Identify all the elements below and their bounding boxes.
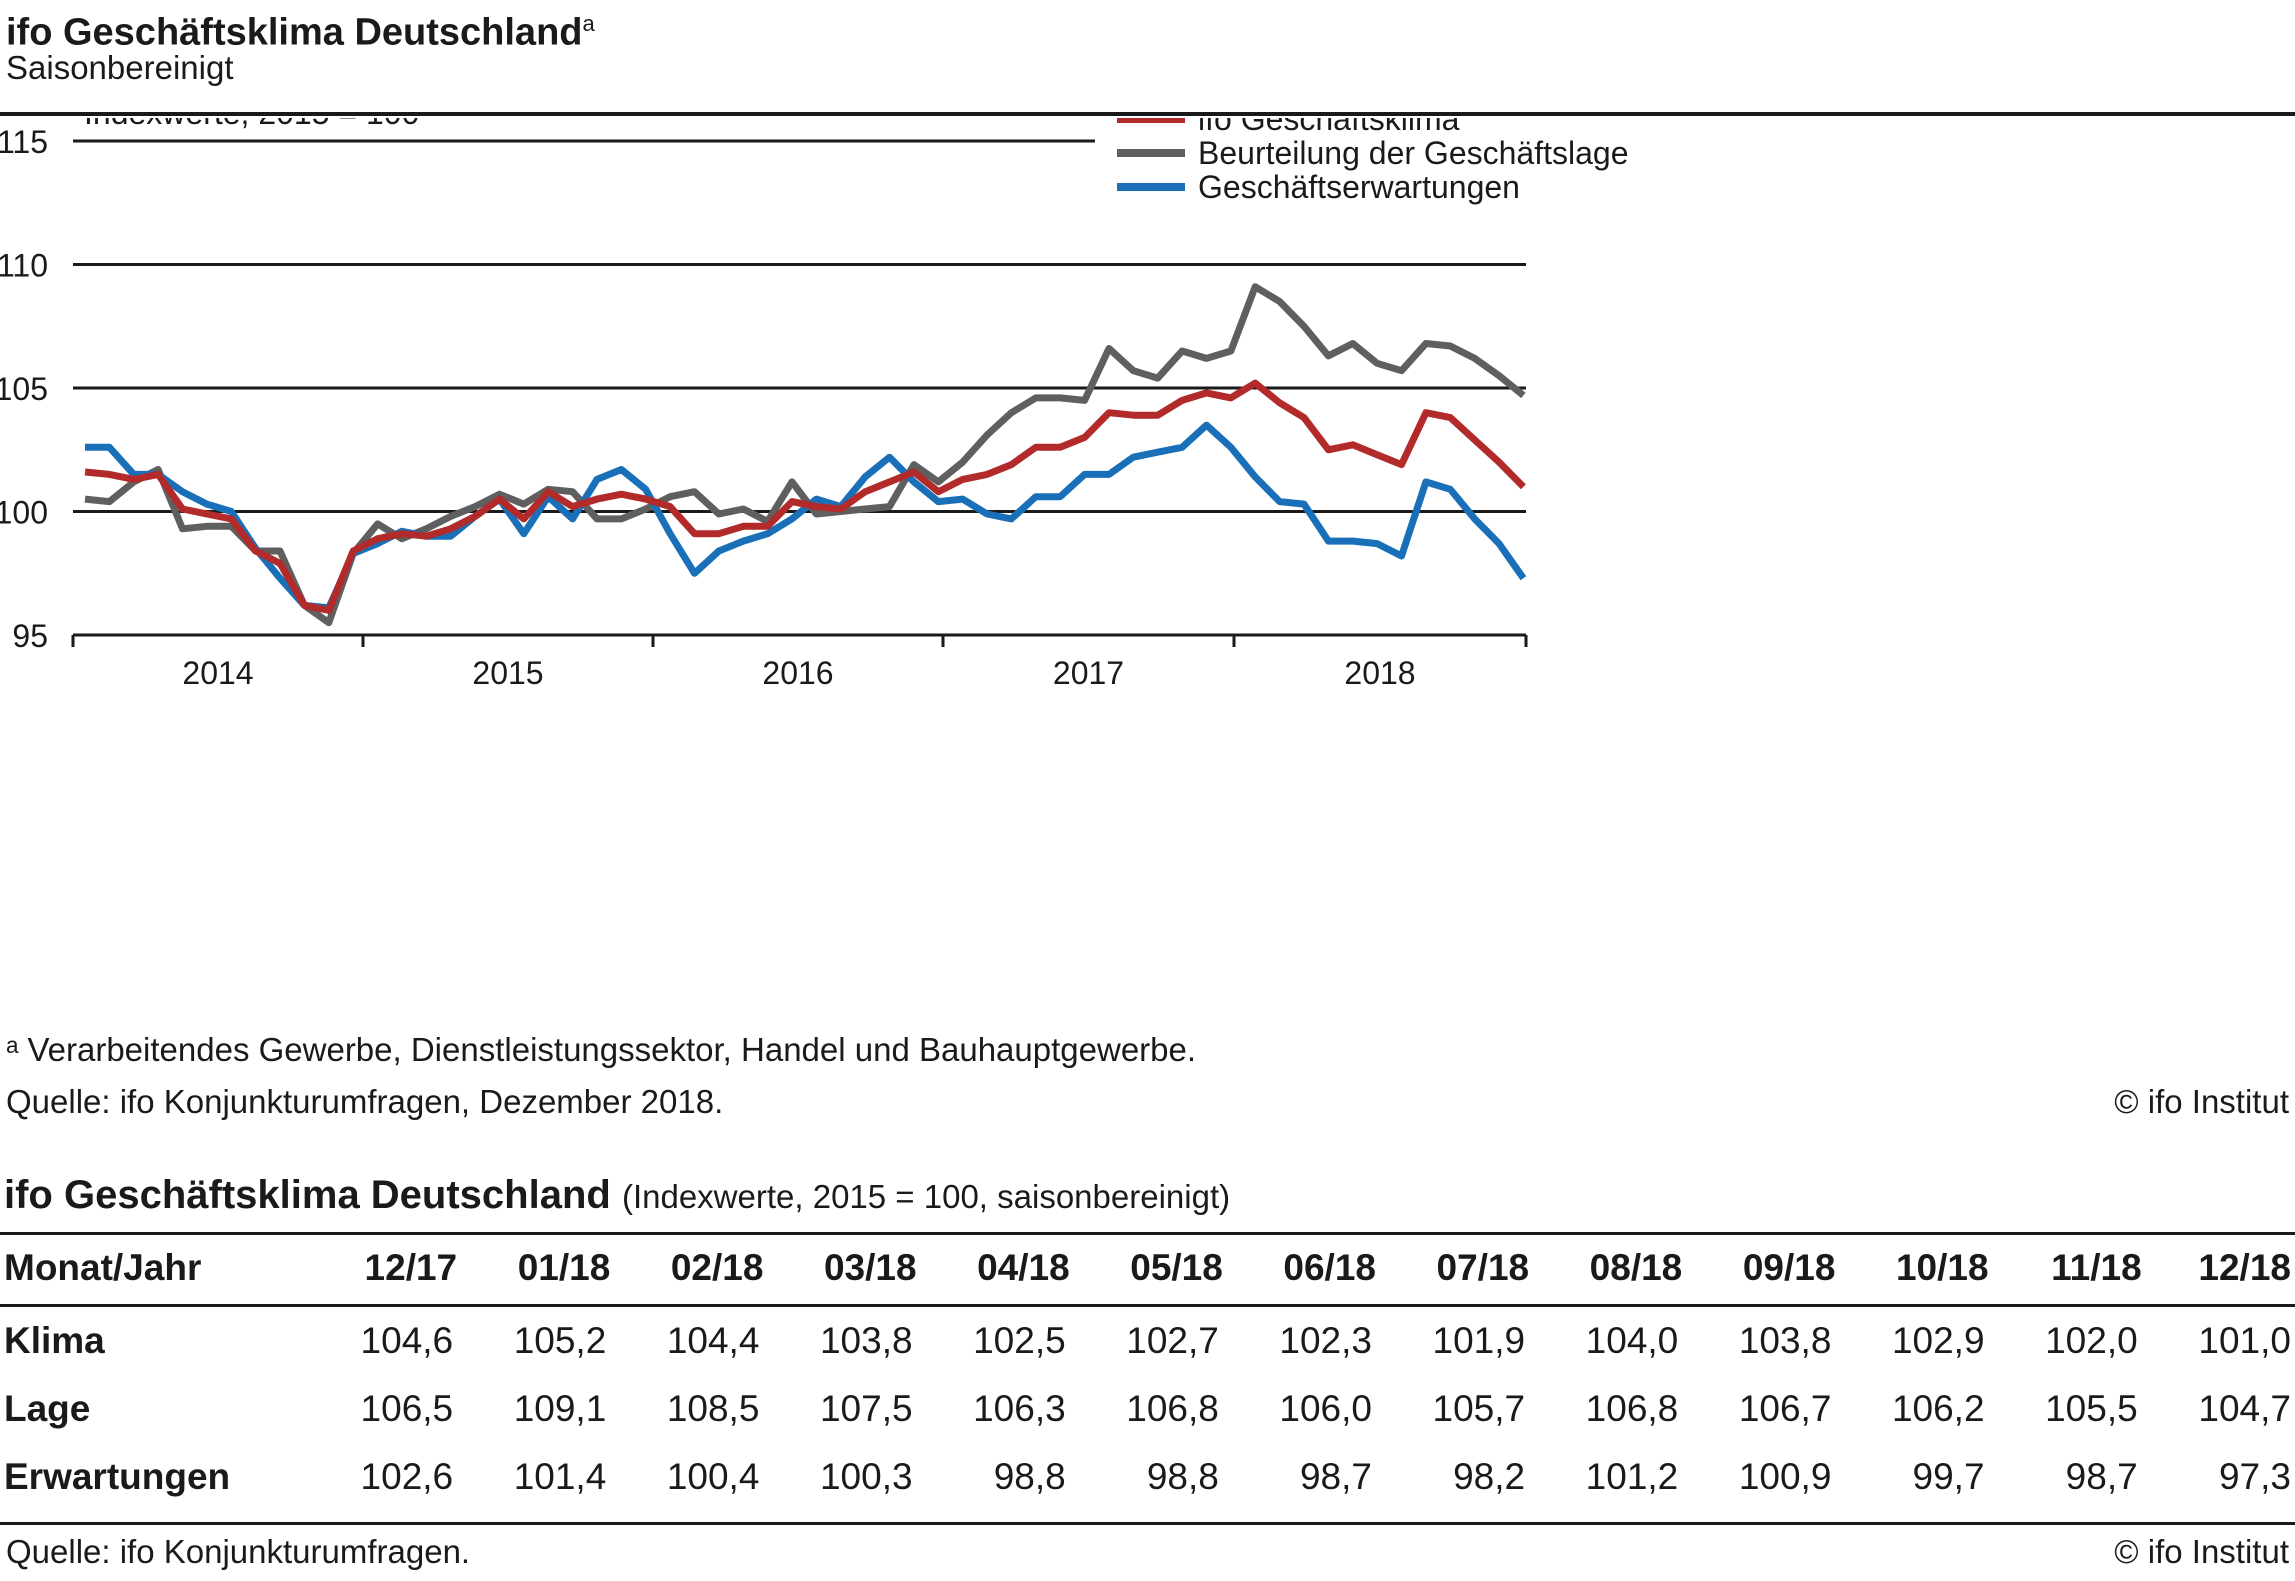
row-label: Lage bbox=[4, 1388, 91, 1429]
table-cell: 104,0 bbox=[1585, 1320, 1679, 1361]
column-header: 04/18 bbox=[916, 1232, 1070, 1307]
y-tick-label: 100 bbox=[0, 495, 48, 531]
legend-label: Geschäftserwartungen bbox=[1198, 169, 1520, 205]
table-cell: 102,6 bbox=[360, 1456, 454, 1497]
table-cell: 100,3 bbox=[819, 1456, 913, 1497]
row-label: Erwartungen bbox=[4, 1456, 231, 1497]
table-cell: 102,9 bbox=[1891, 1320, 1985, 1361]
series-line bbox=[84, 379, 1526, 614]
table-copyright: © ifo Institut bbox=[2114, 1533, 2289, 1570]
series-line bbox=[85, 421, 1527, 612]
column-header: 08/18 bbox=[1529, 1232, 1683, 1307]
table-cell: 106,3 bbox=[973, 1388, 1066, 1429]
table-row: Lage 106,5 109,1 108,5 107,5 106,3 106,8 106,0 1… bbox=[0, 1375, 2295, 1443]
table-cell: 98,2 bbox=[1453, 1456, 1526, 1497]
title-footnote-marker: a bbox=[582, 11, 595, 36]
legend-label: ifo Geschäftsklima bbox=[1198, 118, 1460, 137]
x-tick-label: 2017 bbox=[1053, 655, 1124, 691]
column-header: 03/18 bbox=[763, 1232, 917, 1307]
line-chart: 95 100 105 110 115 2014 2015 2016 2017 2018 Indexw… bbox=[0, 118, 1628, 691]
table-cell: 102,7 bbox=[1126, 1320, 1219, 1361]
table-cell: 104,7 bbox=[2198, 1388, 2291, 1429]
table-row: Klima 104,6 105,2 104,4 103,8 102,5 102,7 102,3… bbox=[0, 1306, 2295, 1376]
column-header: 10/18 bbox=[1835, 1232, 1989, 1307]
chart-title: ifo Geschäftsklima Deutschlanda bbox=[6, 2, 595, 55]
table-cell: 102,5 bbox=[973, 1320, 1066, 1361]
table-cell: 98,7 bbox=[1299, 1456, 1372, 1497]
table-cell: 102,0 bbox=[2045, 1320, 2138, 1361]
chart-annotation: Indexwerte, 2015 = 100 bbox=[84, 118, 419, 131]
table-cell: 106,0 bbox=[1279, 1388, 1372, 1429]
table-cell: 98,8 bbox=[1146, 1456, 1219, 1497]
column-header: 05/18 bbox=[1069, 1232, 1223, 1307]
table-source: Quelle: ifo Konjunkturumfragen. bbox=[6, 1533, 471, 1570]
row-label: Klima bbox=[4, 1320, 105, 1361]
table-cell: 98,8 bbox=[993, 1456, 1066, 1497]
table-cell: 106,8 bbox=[1585, 1388, 1679, 1429]
table-cell: 98,7 bbox=[2065, 1456, 2138, 1497]
table-cell: 103,8 bbox=[819, 1320, 913, 1361]
table-cell: 101,4 bbox=[513, 1456, 607, 1497]
y-tick-label: 105 bbox=[0, 371, 48, 407]
table-row-header: Monat/Jahr bbox=[0, 1232, 304, 1307]
chart-copyright: © ifo Institut bbox=[2114, 1083, 2289, 1120]
table-cell: 106,2 bbox=[1891, 1388, 1985, 1429]
x-tick-label: 2014 bbox=[182, 655, 253, 691]
chart-source: Quelle: ifo Konjunkturumfragen, Dezember… bbox=[6, 1083, 724, 1120]
data-table: Monat/Jahr 12/17 01/18 02/18 03/18 04/18… bbox=[0, 1232, 2295, 1511]
table-cell: 107,5 bbox=[819, 1388, 913, 1429]
header-divider bbox=[0, 112, 2295, 116]
table-title-note: (Indexwerte, 2015 = 100, saisonbereinigt… bbox=[621, 1178, 1231, 1215]
table-title-text: ifo Geschäftsklima Deutschland bbox=[4, 1173, 611, 1217]
y-tick-label: 110 bbox=[0, 248, 48, 284]
x-tick-label: 2015 bbox=[472, 655, 543, 691]
table-cell: 97,3 bbox=[2218, 1456, 2291, 1497]
column-header: 12/17 bbox=[304, 1232, 458, 1307]
table-cell: 100,4 bbox=[666, 1456, 760, 1497]
table-cell: 105,2 bbox=[513, 1320, 607, 1361]
table-cell: 106,5 bbox=[360, 1388, 454, 1429]
table-cell: 105,5 bbox=[2045, 1388, 2138, 1429]
y-tick-label: 115 bbox=[0, 124, 48, 160]
table-row: Erwartungen 102,6 101,4 100,4 100,3 98,8 98,8 9… bbox=[0, 1443, 2295, 1511]
chart-title-text: ifo Geschäftsklima Deutschland bbox=[6, 11, 583, 54]
column-header: 06/18 bbox=[1222, 1232, 1376, 1307]
column-header: 01/18 bbox=[457, 1232, 611, 1307]
chart-subtitle: Saisonbereinigt bbox=[6, 49, 234, 86]
table-cell: 101,0 bbox=[2198, 1320, 2291, 1361]
table-cell: 108,5 bbox=[666, 1388, 760, 1429]
table-cell: 106,8 bbox=[1126, 1388, 1219, 1429]
table-cell: 100,9 bbox=[1738, 1456, 1832, 1497]
table-cell: 109,1 bbox=[513, 1388, 607, 1429]
table-body: Klima 104,6 105,2 104,4 103,8 102,5 102,7 102,3… bbox=[0, 1306, 2295, 1512]
table-header-row: Monat/Jahr 12/17 01/18 02/18 03/18 04/18… bbox=[0, 1232, 2295, 1307]
x-tick-label: 2018 bbox=[1344, 655, 1415, 691]
legend-label: Beurteilung der Geschäftslage bbox=[1198, 135, 1628, 171]
x-tick-label: 2016 bbox=[762, 655, 833, 691]
footnote: ᵃ Verarbeitendes Gewerbe, Dienstleistung… bbox=[6, 1031, 1197, 1068]
table-bottom-divider bbox=[0, 1522, 2295, 1525]
y-tick-label: 95 bbox=[12, 618, 48, 654]
column-header: 09/18 bbox=[1682, 1232, 1836, 1307]
table-cell: 104,6 bbox=[360, 1320, 454, 1361]
table-cell: 102,3 bbox=[1279, 1320, 1372, 1361]
table-cell: 106,7 bbox=[1738, 1388, 1832, 1429]
table-cell: 105,7 bbox=[1432, 1388, 1526, 1429]
table-cell: 103,8 bbox=[1738, 1320, 1832, 1361]
series-line bbox=[84, 283, 1526, 627]
column-header: 12/18 bbox=[2141, 1232, 2295, 1307]
table-cell: 104,4 bbox=[666, 1320, 760, 1361]
column-header: 02/18 bbox=[610, 1232, 764, 1307]
table-cell: 99,7 bbox=[1912, 1456, 1985, 1497]
column-header: 07/18 bbox=[1375, 1232, 1530, 1307]
column-header: 11/18 bbox=[1988, 1232, 2142, 1307]
table-cell: 101,2 bbox=[1585, 1456, 1679, 1497]
table-cell: 101,9 bbox=[1432, 1320, 1526, 1361]
table-title: ifo Geschäftsklima Deutschland (Indexwer… bbox=[4, 1170, 1230, 1222]
